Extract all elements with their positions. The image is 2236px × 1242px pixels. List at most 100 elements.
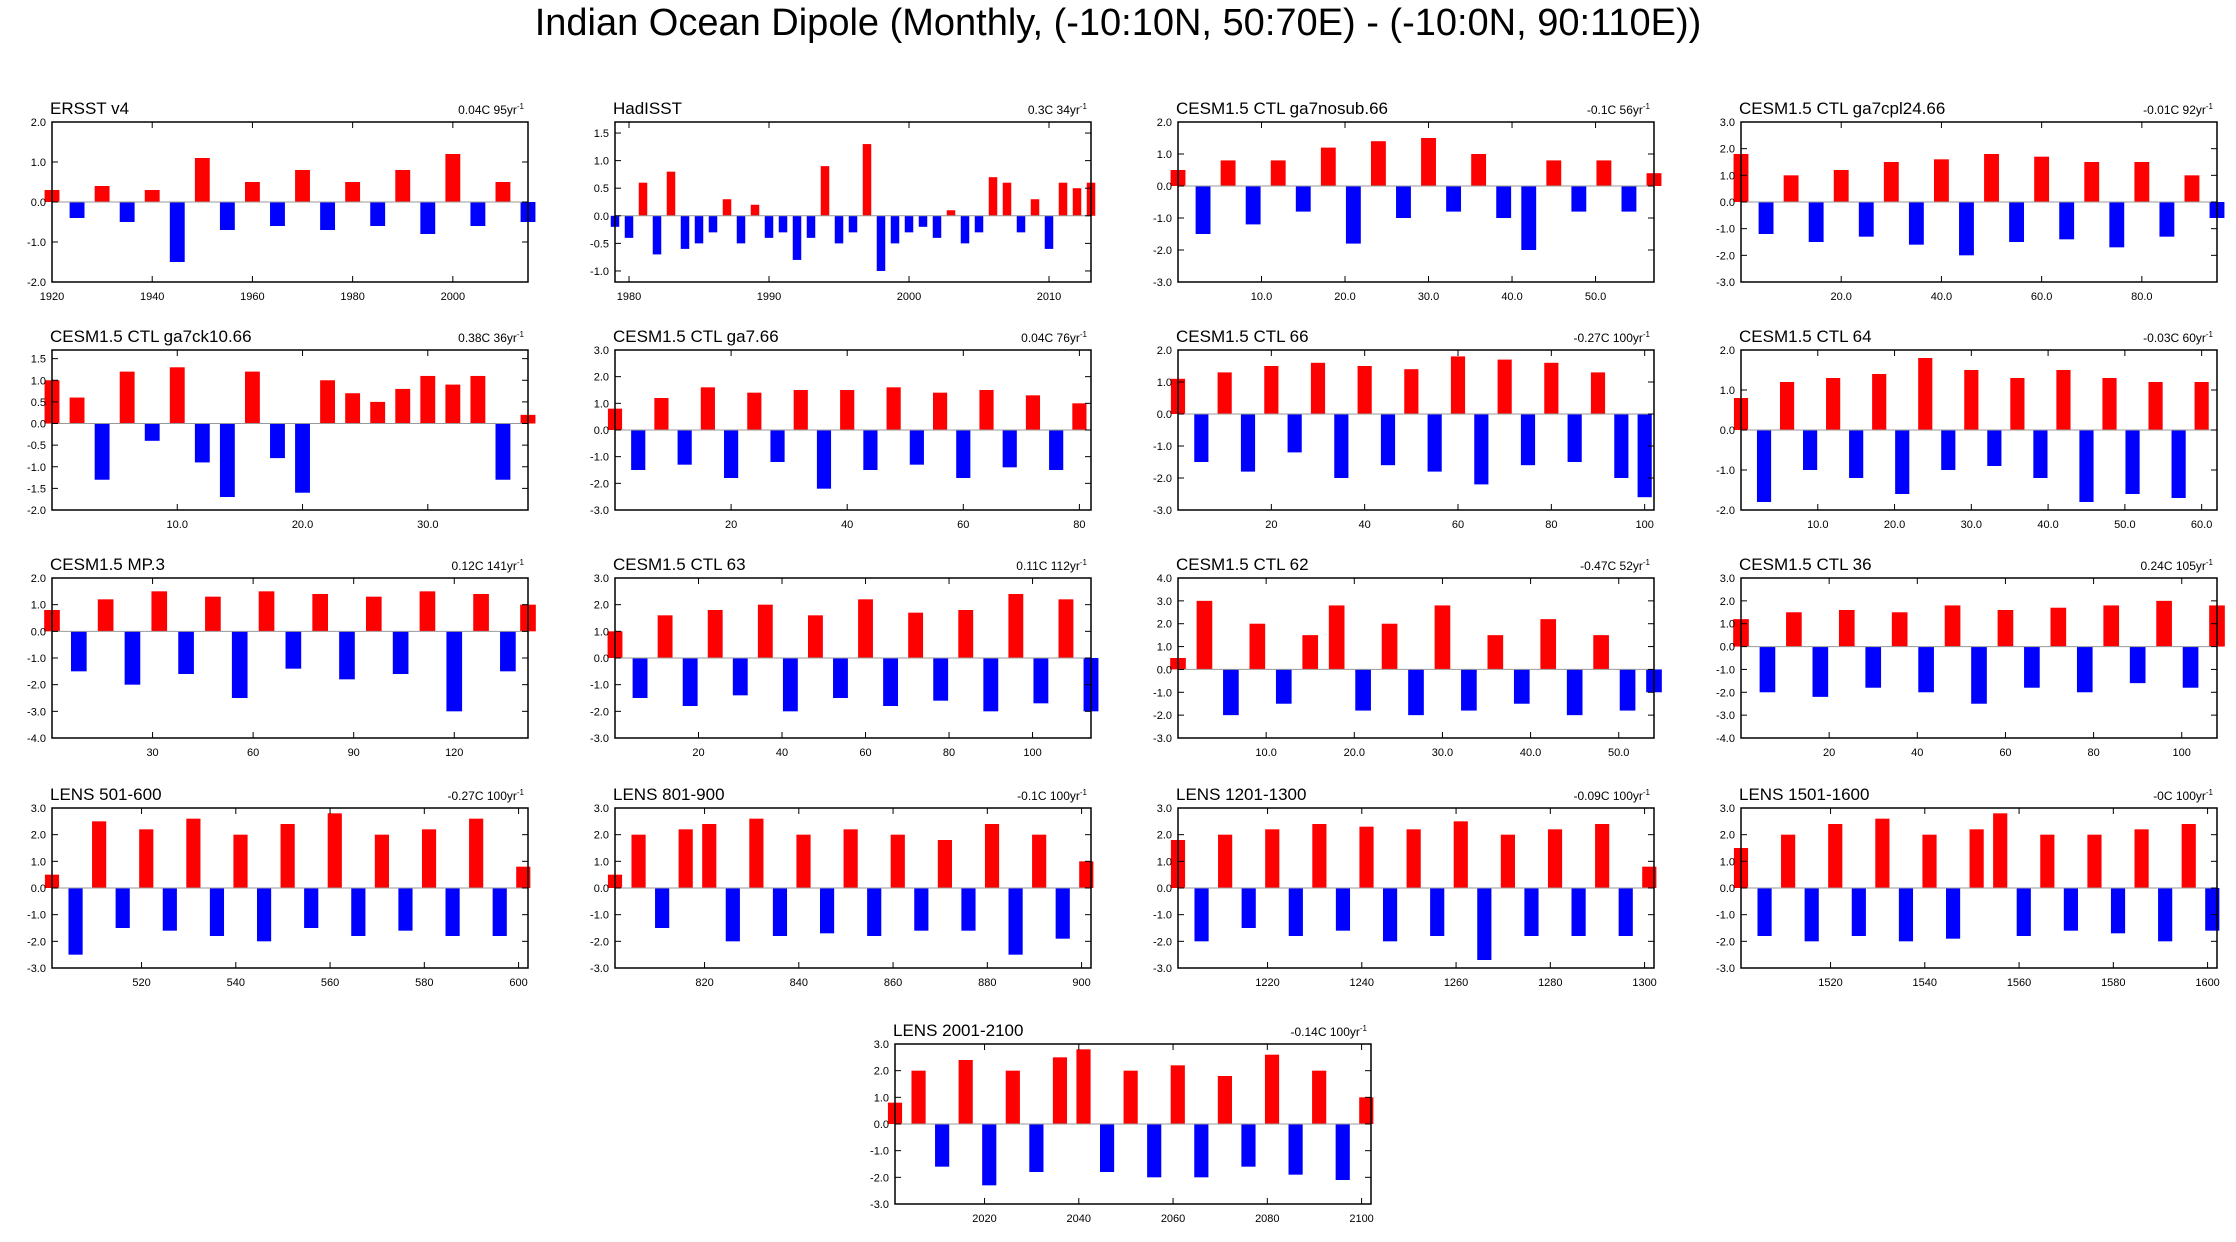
value-bar	[1520, 414, 1536, 466]
value-bar	[370, 202, 386, 226]
value-bar	[1872, 374, 1887, 430]
value-bar	[295, 170, 310, 202]
value-bar	[1759, 646, 1776, 693]
value-bar	[988, 177, 998, 216]
panel-15: LENS 1501-1600 -0C 100yr-1 3.0 2.0 1.0 0.0 -1.…	[1716, 785, 2220, 989]
panel-title: CESM1.5 MP.3	[50, 555, 165, 574]
y-tick-label: 1.0	[594, 156, 609, 168]
panel-trend: 0.04C 76yr-1	[1021, 330, 1087, 345]
value-bar	[2129, 646, 2146, 684]
value-bar	[974, 215, 984, 233]
y-tick-label: -1.0	[590, 452, 609, 464]
value-bar	[258, 591, 275, 632]
panel-16: LENS 2001-2100 -0.14C 100yr-1 3.0 2.0 1.0 0.0…	[870, 1021, 1374, 1225]
value-bar	[958, 610, 974, 658]
panel-trend: 0.11C 112yr-1	[1016, 558, 1087, 573]
value-bar	[961, 888, 976, 931]
value-bar	[115, 888, 130, 928]
value-bar	[914, 888, 929, 931]
value-bar	[1933, 159, 1949, 202]
value-bar	[469, 818, 484, 888]
value-bar	[1487, 635, 1504, 670]
x-tick-label: 40.0	[1931, 291, 1952, 303]
value-bar	[1895, 430, 1910, 494]
value-bar	[1312, 1070, 1327, 1124]
x-tick-label: 840	[790, 977, 808, 989]
value-bar	[876, 215, 886, 271]
value-bar	[657, 615, 673, 658]
y-tick-label: 1.0	[31, 856, 46, 868]
value-bar	[1249, 623, 1266, 670]
value-bar	[1217, 372, 1232, 414]
value-bar	[883, 658, 899, 706]
y-tick-label: -1.0	[870, 1146, 889, 1158]
x-tick-label: 1580	[2101, 977, 2125, 989]
value-bar	[231, 631, 248, 698]
y-tick-label: -2.0	[1716, 250, 1735, 262]
value-bar	[1521, 186, 1537, 250]
value-bar	[1335, 888, 1351, 931]
x-tick-label: 820	[695, 977, 713, 989]
panel-trend: 0.3C 34yr-1	[1028, 102, 1088, 117]
y-tick-label: -1.0	[1716, 224, 1735, 236]
x-tick-label: 40.0	[1501, 291, 1522, 303]
value-bar	[1497, 359, 1512, 414]
value-bar	[420, 375, 436, 424]
figure-title: Indian Ocean Dipole (Monthly, (-10:10N, …	[534, 2, 1702, 44]
y-tick-label: 0.5	[594, 183, 609, 195]
x-tick-label: 1920	[40, 291, 64, 303]
panel-trend: -0C 100yr-1	[2153, 788, 2213, 803]
y-tick-label: 0.0	[1720, 883, 1735, 895]
value-bar	[1195, 186, 1211, 234]
y-tick-label: -2.0	[27, 277, 46, 289]
value-bar	[1567, 414, 1582, 462]
x-tick-label: 10.0	[167, 519, 188, 531]
plot-frame	[1177, 121, 1655, 283]
value-bar	[1849, 430, 1864, 478]
value-bar	[374, 834, 389, 888]
value-bar	[807, 615, 823, 658]
y-tick-label: -1.0	[1153, 910, 1172, 922]
value-bar	[1421, 138, 1436, 186]
value-bar	[495, 182, 511, 202]
value-bar	[351, 888, 366, 936]
value-bar	[1571, 186, 1587, 212]
panel-9: CESM1.5 CTL 63 0.11C 112yr-1 3.0 2.0 1.0 0.0 -…	[590, 555, 1099, 759]
panel-title: CESM1.5 CTL 63	[613, 555, 746, 574]
value-bar	[1058, 182, 1068, 216]
value-bar	[979, 390, 994, 430]
value-bar	[1858, 202, 1874, 237]
y-tick-label: 0.0	[1157, 883, 1172, 895]
panel-13: LENS 801-900 -0.1C 100yr-1 3.0 2.0 1.0 0.0 -1.…	[590, 785, 1094, 989]
y-tick-label: -1.0	[1716, 465, 1735, 477]
value-bar	[1002, 182, 1012, 216]
y-tick-label: 3.0	[874, 1039, 889, 1051]
x-tick-label: 2010	[1037, 291, 1061, 303]
x-tick-label: 50.0	[2114, 519, 2135, 531]
x-tick-label: 1600	[2195, 977, 2219, 989]
plot-frame	[1177, 577, 1655, 739]
y-tick-label: 1.0	[874, 1092, 889, 1104]
x-tick-label: 100	[1023, 747, 1041, 759]
y-tick-label: -2.0	[1716, 936, 1735, 948]
y-tick-label: 0.0	[874, 1119, 889, 1131]
x-tick-label: 60	[247, 747, 259, 759]
value-bar	[778, 215, 788, 233]
y-tick-label: 1.0	[31, 157, 46, 169]
plot-frame	[614, 121, 1092, 283]
value-bar	[1016, 215, 1026, 233]
value-bar	[816, 430, 832, 489]
value-bar	[1380, 414, 1396, 466]
value-bar	[320, 380, 336, 424]
value-bar	[1757, 888, 1772, 936]
value-bar	[1334, 414, 1349, 478]
y-tick-label: 1.0	[594, 856, 609, 868]
y-tick-label: 2.0	[31, 117, 46, 129]
value-bar	[638, 182, 648, 216]
value-bar	[2171, 430, 2186, 498]
x-tick-label: 30.0	[1418, 291, 1439, 303]
value-bar	[796, 834, 811, 888]
y-tick-label: -1.0	[1153, 213, 1172, 225]
value-bar	[935, 1124, 950, 1167]
